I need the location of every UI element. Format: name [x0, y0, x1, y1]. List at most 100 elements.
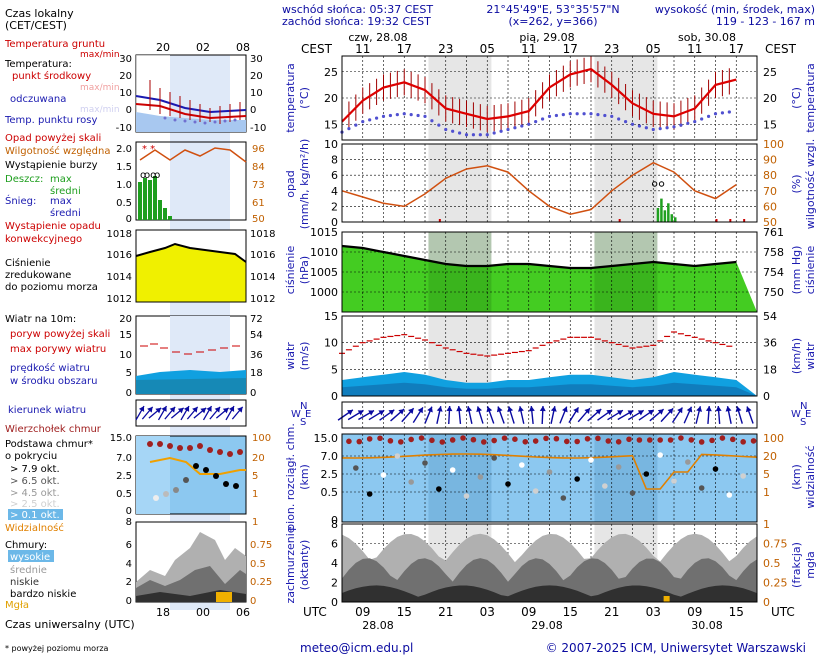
bottom-hour-label: 03 — [646, 605, 661, 619]
dewpoint-point — [444, 127, 448, 132]
wind-arrow — [412, 407, 424, 423]
legend-wind-arrow — [180, 405, 190, 421]
legend-cbase-left-tick: 0 — [126, 506, 132, 517]
dewpoint-point — [361, 120, 365, 124]
wind-arrow — [660, 407, 674, 423]
elevation-label: wysokość (min, środek, max) — [655, 3, 815, 16]
legend-wind-arrow-head — [206, 406, 212, 412]
legend-wind-arrow — [209, 406, 221, 420]
wind-arrow — [368, 409, 385, 421]
legend-wind-arrow-head — [147, 406, 153, 413]
wind-arrow — [568, 406, 580, 424]
wind-core-area — [342, 382, 757, 396]
legend-vis-left: 8 — [126, 517, 132, 528]
svg-text:ꝏꝏ: ꝏꝏ — [140, 170, 160, 181]
dewpoint-point — [540, 117, 545, 121]
wind-arrow — [715, 405, 722, 425]
dewpoint-point — [520, 124, 524, 128]
dewpoint-point — [499, 129, 503, 133]
top-hour-label: 23 — [438, 42, 453, 56]
cloud-base-dot — [353, 465, 359, 471]
legend-snow-avg: średni — [50, 207, 81, 219]
legend-temp-maxmin: max/min — [80, 83, 120, 93]
wind-arrow-head — [427, 406, 433, 413]
tick-label: 60 — [763, 200, 777, 213]
cloud-top-dot — [740, 439, 746, 445]
wind-arrow-head — [725, 406, 732, 412]
legend-wind-arrow — [231, 406, 244, 420]
legend-wind-right-tick: 54 — [250, 330, 263, 341]
cloud-base-dot — [366, 491, 373, 497]
legend-wind-arrow — [193, 407, 207, 419]
wind-arrow — [518, 406, 525, 424]
precip-bar — [674, 217, 677, 222]
tick-label: 754 — [763, 266, 784, 279]
legend-wind-arrow-head — [192, 406, 198, 413]
panel-precip — [341, 143, 758, 223]
legend-perceived: odczuwana — [10, 94, 66, 105]
legend-cloud-left-tick: 4 — [126, 559, 132, 570]
legend-convective-1: Wystąpienie opadu — [5, 221, 101, 232]
bottom-hour-label: 09 — [521, 605, 536, 619]
legend-temp-right-tick: -10 — [250, 123, 266, 134]
bottom-hour-label: 09 — [355, 605, 370, 619]
legend-local-time: Czas lokalny — [5, 7, 74, 20]
legend-wind-arrow — [170, 407, 185, 419]
legend-wind-left-tick: 15 — [119, 330, 132, 341]
wind-arrow — [496, 406, 505, 424]
panel-cbase — [341, 433, 758, 523]
wind-arrow-head — [667, 408, 674, 415]
dewpoint-point — [471, 133, 476, 137]
svg-text:* *: * * — [142, 144, 155, 155]
wind-arrow-head — [456, 406, 463, 412]
legend-wind-arrow — [157, 405, 168, 421]
panel-wind — [339, 315, 758, 397]
cloud-top-dot — [595, 435, 601, 442]
panel-frame — [341, 231, 758, 313]
cloud-top-dot — [429, 437, 435, 444]
footer-email[interactable]: meteo@icm.edu.pl — [300, 641, 413, 655]
temp-left-unit: (°C) — [298, 87, 311, 109]
legend-wind-right-tick: 36 — [250, 350, 263, 361]
day-label-1: czw, 28.08 — [348, 31, 407, 44]
wind-arrow — [539, 405, 546, 425]
cloud-top-dot — [698, 439, 705, 445]
tick-label: 750 — [763, 286, 784, 299]
wind-arrow — [725, 406, 732, 424]
tick-label: 6 — [331, 169, 338, 182]
legend-ground-temp-maxmin: max/min — [80, 50, 120, 60]
pressure-line — [341, 244, 737, 270]
cloud-base-dot — [380, 472, 387, 478]
tick-label: 18 — [763, 363, 777, 376]
dewpoint-point — [575, 112, 579, 116]
tick-label: 15 — [763, 118, 777, 131]
legend-wind-arrow-head — [237, 406, 243, 413]
legend-cbase-right-tick: 20 — [252, 453, 265, 464]
tick-label: 8 — [331, 518, 338, 531]
bottom-hour-label: 15 — [397, 605, 412, 619]
cloud-top-dot — [470, 436, 477, 443]
wind-arrow — [627, 409, 645, 421]
wind-arrow — [745, 406, 754, 424]
legend-gust-max: max porywy wiatru — [10, 344, 106, 355]
wind-arrow — [597, 409, 613, 421]
legend-precip-right-tick: 84 — [252, 162, 265, 173]
cloud-top-dot — [397, 439, 404, 445]
dewpoint-point — [623, 120, 628, 124]
wind-arrow — [390, 408, 405, 422]
dewpoint-point — [347, 127, 351, 131]
legend-fog: Mgła — [5, 600, 29, 611]
cloud-top-dot — [512, 436, 518, 442]
bottom-axis: UTC UTC 09 15 21 03 09 15 21 03 09 15 28.08 29.08… — [303, 605, 795, 632]
humidity-line — [341, 161, 737, 215]
wind-arrow — [424, 406, 433, 424]
legend-cloud-right-tick: 0 — [250, 596, 256, 607]
cbase-right-label: widzialność — [804, 445, 817, 508]
legend-wind-right-tick: 72 — [250, 314, 263, 325]
wind-arrow — [587, 408, 602, 422]
wind-arrow — [507, 406, 515, 424]
cloud-base-dot — [671, 478, 677, 484]
wind-arrow-head — [617, 410, 623, 416]
legend-cloud-base-2: o pokryciu — [5, 451, 57, 462]
legend-okt25: > 2.5 okt. — [10, 499, 60, 510]
